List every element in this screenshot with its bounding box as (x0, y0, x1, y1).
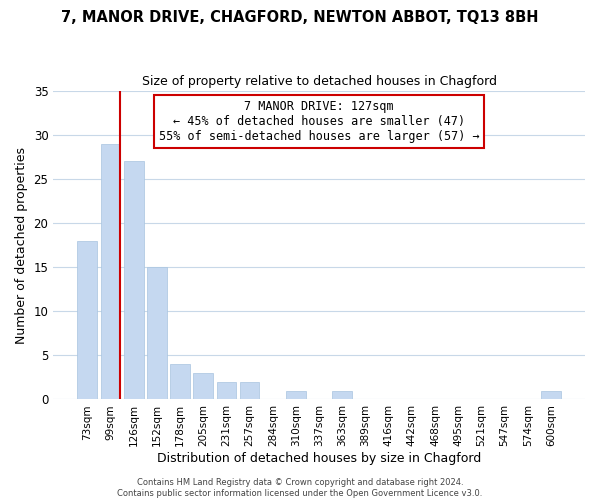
Bar (193, 373, 213, 400)
Bar (101, 144, 121, 400)
Bar (124, 161, 143, 400)
Text: 7, MANOR DRIVE, CHAGFORD, NEWTON ABBOT, TQ13 8BH: 7, MANOR DRIVE, CHAGFORD, NEWTON ABBOT, … (61, 10, 539, 25)
Bar (77, 240, 97, 400)
X-axis label: Distribution of detached houses by size in Chagford: Distribution of detached houses by size … (157, 452, 481, 465)
Bar (170, 364, 190, 400)
Text: 7 MANOR DRIVE: 127sqm
← 45% of detached houses are smaller (47)
55% of semi-deta: 7 MANOR DRIVE: 127sqm ← 45% of detached … (159, 100, 479, 143)
Bar (286, 390, 306, 400)
Bar (147, 267, 167, 400)
Title: Size of property relative to detached houses in Chagford: Size of property relative to detached ho… (142, 75, 497, 88)
Bar (541, 390, 561, 400)
Y-axis label: Number of detached properties: Number of detached properties (15, 146, 28, 344)
Bar (217, 382, 236, 400)
Bar (332, 390, 352, 400)
Bar (240, 382, 259, 400)
Text: Contains HM Land Registry data © Crown copyright and database right 2024.
Contai: Contains HM Land Registry data © Crown c… (118, 478, 482, 498)
